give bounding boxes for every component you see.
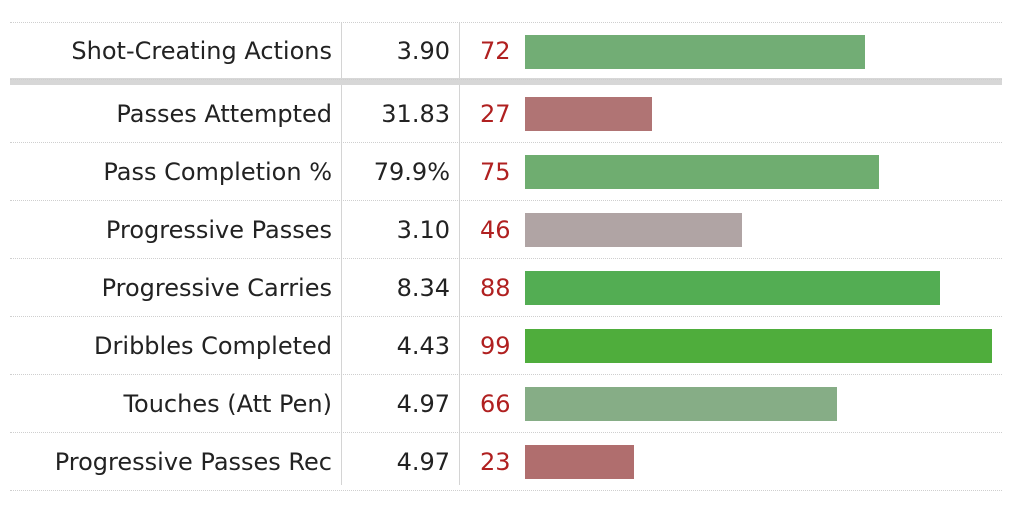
section-separator [10,78,1002,85]
stat-label: Dribbles Completed [94,331,332,360]
percentile-bar [525,387,837,421]
table-row: Passes Attempted 31.83 27 [10,85,1002,143]
stat-value: 31.83 [381,99,450,128]
percentile-label: 99 [480,331,511,360]
table-row: Shot-Creating Actions 3.90 72 [10,22,1002,80]
table-row: Progressive Passes Rec 4.97 23 [10,433,1002,491]
percentile-bar [525,445,634,479]
percentile-label: 66 [480,389,511,418]
table-row: Progressive Carries 8.34 88 [10,259,1002,317]
stat-value: 3.90 [396,37,450,65]
stat-label: Progressive Passes Rec [54,447,332,476]
stat-label: Progressive Carries [101,273,332,302]
percentile-label: 23 [480,447,511,476]
table-row: Progressive Passes 3.10 46 [10,201,1002,259]
stat-value: 4.97 [396,389,450,418]
percentile-bar [525,213,742,247]
stat-value: 3.10 [396,215,450,244]
stat-value: 4.97 [396,447,450,476]
table-row: Pass Completion % 79.9% 75 [10,143,1002,201]
stat-label: Progressive Passes [105,215,332,244]
percentile-bar [525,35,865,69]
stat-value: 79.9% [373,157,450,186]
percentile-bar [525,329,992,363]
percentile-bar [525,155,879,189]
stat-label: Pass Completion % [103,157,332,186]
table-row: Dribbles Completed 4.43 99 [10,317,1002,375]
percentile-bar [525,97,652,131]
percentile-label: 46 [480,215,511,244]
percentile-label: 88 [480,273,511,302]
stat-value: 8.34 [396,273,450,302]
percentile-bar [525,271,940,305]
percentile-label: 72 [480,37,511,65]
percentile-label: 75 [480,157,511,186]
percentile-label: 27 [480,99,511,128]
column-divider-1 [341,22,342,485]
percentile-table: Shot-Creating Actions 3.90 72 Passes Attemp… [10,22,1002,491]
stat-label: Shot-Creating Actions [71,37,332,65]
stat-label: Passes Attempted [116,99,332,128]
table-row: Touches (Att Pen) 4.97 66 [10,375,1002,433]
stat-label: Touches (Att Pen) [123,389,332,418]
stat-value: 4.43 [396,331,450,360]
column-divider-2 [459,22,460,485]
